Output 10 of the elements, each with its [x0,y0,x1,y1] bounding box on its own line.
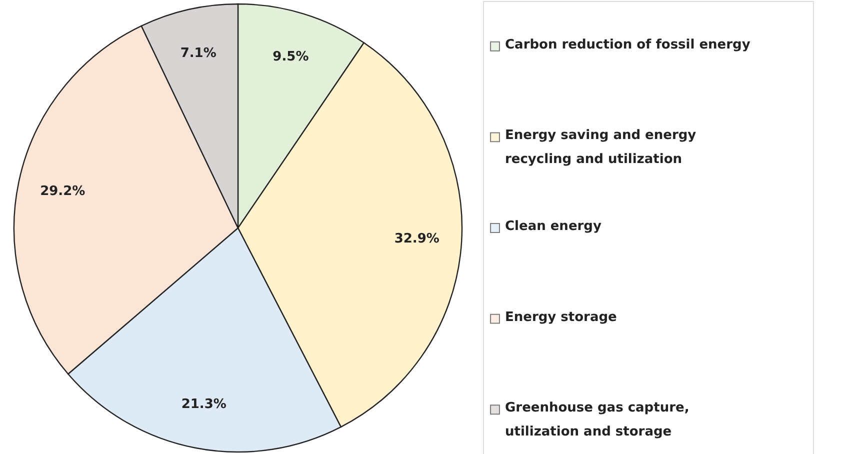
data-label: 7.1% [180,46,216,62]
legend-label: Greenhouse gas capture, utilization and storage [505,400,690,440]
data-label: 32.9% [394,232,440,247]
data-label: 9.5% [272,50,309,65]
legend-label: Clean energy [505,219,602,234]
data-label: 21.3% [181,396,226,412]
legend-label: Energy storage [505,310,618,325]
legend-label: Carbon reduction of fossil energy [505,37,751,52]
legend-label: Energy saving and energy recycling and utilization [505,128,697,168]
data-label: 29.2% [40,184,86,200]
